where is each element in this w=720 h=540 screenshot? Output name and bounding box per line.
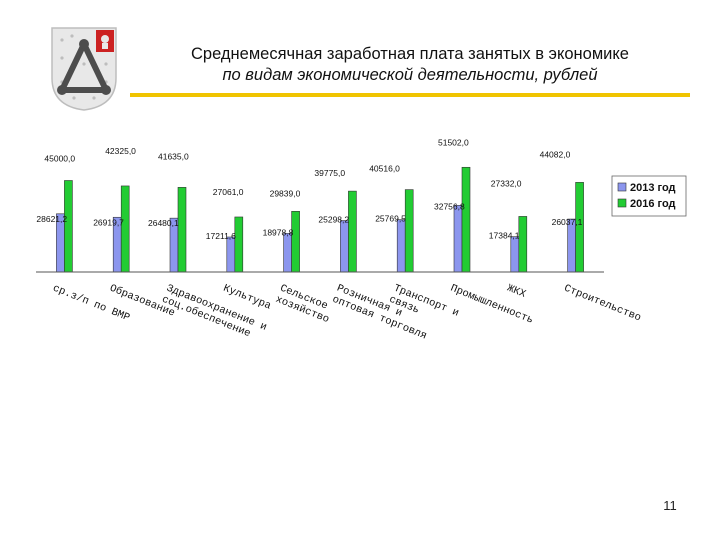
bar-series2-0 bbox=[64, 180, 73, 273]
coat-of-arms-emblem bbox=[51, 27, 117, 111]
bar-series1-3 bbox=[226, 236, 236, 273]
title-underline-rule bbox=[130, 93, 690, 97]
data-label-series1-9: 26037,1 bbox=[552, 217, 583, 227]
data-label-series1-6: 25769,5 bbox=[375, 214, 406, 224]
bar-series2-7 bbox=[461, 166, 471, 273]
category-label-9: Строительство bbox=[562, 283, 642, 325]
bar-series1-4 bbox=[283, 233, 292, 273]
legend-box bbox=[611, 175, 687, 217]
bar-series2-2 bbox=[177, 187, 187, 273]
data-label-series2-0: 45000,0 bbox=[44, 154, 75, 164]
bar-series2-4 bbox=[291, 211, 300, 273]
data-label-series2-3: 27061,0 bbox=[213, 187, 244, 197]
category-label-8: ЖКХ bbox=[505, 283, 528, 301]
legend-label-1: 2013 год bbox=[630, 182, 676, 194]
category-label-4: Сельскоехозяйство bbox=[274, 283, 336, 326]
data-label-series2-2: 41635,0 bbox=[158, 151, 189, 161]
data-label-series1-7: 32756,8 bbox=[434, 201, 465, 211]
page-number: 11 bbox=[663, 498, 677, 513]
data-label-series1-3: 17211,6 bbox=[206, 231, 236, 241]
data-label-series2-4: 29839,0 bbox=[270, 188, 301, 198]
category-label-2: Здравоохранение исоц.обеспечение bbox=[160, 283, 268, 345]
slide-title: Среднемесячная заработная плата занятых … bbox=[130, 44, 690, 86]
data-label-series1-0: 28621,2 bbox=[36, 214, 67, 224]
data-label-series1-4: 18978,8 bbox=[263, 227, 294, 237]
data-label-series2-5: 39775,0 bbox=[314, 168, 345, 178]
data-label-series1-5: 25298,2 bbox=[318, 215, 349, 225]
data-label-series2-7: 51502,0 bbox=[438, 137, 469, 147]
legend-swatch-1 bbox=[617, 182, 627, 192]
data-label-series2-8: 27332,0 bbox=[491, 178, 522, 188]
data-label-series1-1: 26919,7 bbox=[93, 217, 124, 227]
bar-series2-8 bbox=[518, 216, 528, 273]
bar-series1-7 bbox=[453, 205, 463, 273]
bar-series2-9 bbox=[575, 182, 584, 273]
bar-series2-5 bbox=[348, 190, 357, 273]
bar-series2-1 bbox=[120, 185, 130, 273]
data-label-series1-8: 17384,1 bbox=[489, 231, 520, 241]
data-label-series2-9: 44082,0 bbox=[540, 149, 571, 159]
bar-series2-3 bbox=[234, 216, 244, 273]
data-label-series1-2: 26480,1 bbox=[148, 218, 179, 228]
bar-series1-8 bbox=[510, 236, 520, 273]
data-label-series2-6: 40516,0 bbox=[369, 164, 400, 174]
legend-label-2: 2016 год bbox=[630, 198, 676, 210]
legend-swatch-2 bbox=[617, 198, 627, 208]
bar-series2-6 bbox=[404, 189, 414, 273]
bar-series1-6 bbox=[396, 219, 406, 273]
title-line-1: Среднемесячная заработная плата занятых … bbox=[191, 45, 629, 63]
title-line-2: по видам экономической деятельности, руб… bbox=[222, 66, 598, 84]
bar-series1-5 bbox=[340, 220, 349, 273]
data-label-series2-1: 42325,0 bbox=[105, 146, 136, 156]
